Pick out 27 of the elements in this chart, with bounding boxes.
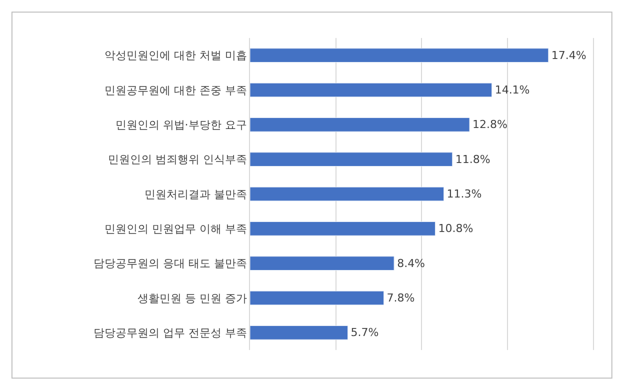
data-label: 10.8% [438,222,474,236]
bar [250,48,549,63]
bar [250,152,453,167]
y-tick-label: 민원인의 민원업무 이해 부족 [104,222,247,236]
y-tick-label: 민원인의 위법·부당한 요구 [115,118,247,132]
bar [250,290,384,306]
bar [250,221,436,236]
data-label: 8.4% [397,256,426,270]
bar [250,117,470,132]
y-tick-label: 생활민원 등 민원 증가 [137,292,247,305]
y-tick-label: 민원인의 범죄행위 인식부족 [108,153,247,166]
data-label: 14.1% [494,84,530,96]
bar [250,325,348,340]
data-label: 17.4% [551,48,586,62]
bar [250,186,444,202]
y-tick-label: 민원공무원에 대한 존중 부족 [104,84,247,97]
data-label: 11.3% [446,188,482,200]
data-label: 5.7% [350,326,379,340]
data-label: 11.8% [455,152,490,166]
bar [250,82,492,98]
bar [250,256,394,271]
y-tick-label: 담당공무원의 업무 전문성 부족 [93,326,247,340]
data-label: 12.8% [472,118,508,132]
y-tick-label: 민원처리결과 불만족 [144,188,247,201]
data-label: 7.8% [386,292,415,304]
y-tick-label: 담당공무원의 응대 태도 불만족 [93,257,247,270]
y-tick-label: 악성민원인에 대한 처벌 미흡 [104,49,247,62]
